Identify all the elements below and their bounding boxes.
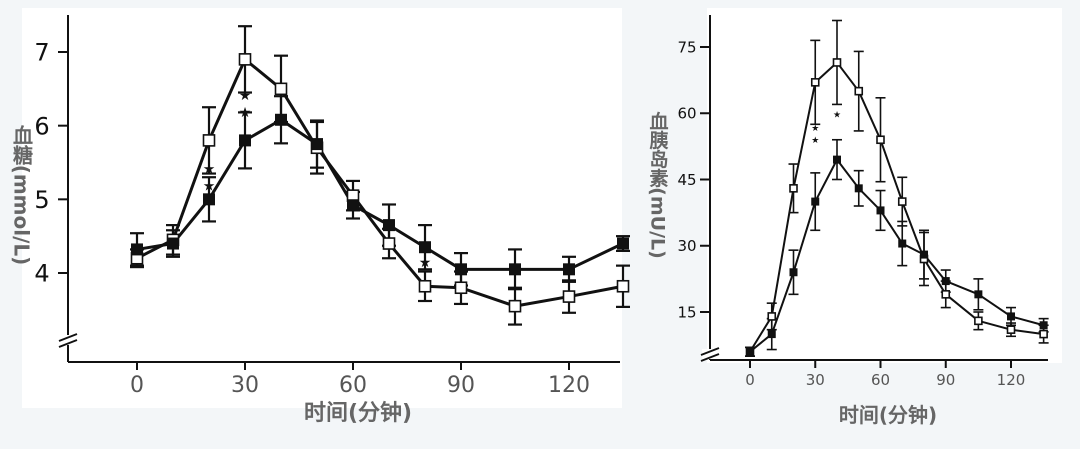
data-point-filled-square bbox=[746, 347, 754, 356]
data-point-open-square bbox=[767, 312, 777, 321]
data-point-filled-square bbox=[617, 237, 629, 250]
data-point-open-square bbox=[418, 279, 432, 293]
data-point-filled-square bbox=[383, 219, 395, 232]
data-point-filled-square bbox=[920, 250, 928, 259]
data-point-filled-square bbox=[767, 330, 776, 339]
axis-break-mark bbox=[700, 347, 720, 356]
data-point-open-square bbox=[202, 134, 216, 147]
x-tick-label: 60 bbox=[339, 373, 367, 398]
x-tick-label: 30 bbox=[806, 371, 825, 389]
significance-star: ★ bbox=[239, 105, 252, 121]
plot-background bbox=[707, 8, 1062, 363]
x-tick-label: 0 bbox=[130, 373, 144, 398]
data-point-filled-square bbox=[509, 263, 521, 276]
x-tick-label: 90 bbox=[447, 373, 475, 398]
data-point-filled-square bbox=[347, 199, 359, 212]
y-tick-label: 4 bbox=[34, 260, 49, 288]
data-point-filled-square bbox=[833, 155, 841, 164]
data-point-open-square bbox=[1006, 325, 1016, 334]
y-tick-label: 5 bbox=[34, 186, 49, 214]
significance-star: ★ bbox=[203, 179, 216, 195]
data-point-filled-square bbox=[1039, 321, 1048, 330]
x-axis-label: 时间(分钟) bbox=[304, 400, 412, 426]
y-tick-label: 6 bbox=[34, 112, 49, 140]
axis-break-gap bbox=[60, 335, 76, 345]
data-point-filled-square bbox=[941, 277, 950, 286]
axis-break-mark bbox=[58, 339, 78, 348]
data-point-open-square bbox=[238, 53, 252, 66]
data-point-filled-square bbox=[455, 263, 467, 276]
data-point-filled-square bbox=[167, 237, 179, 250]
axis-break-mark bbox=[700, 353, 720, 362]
y-axis-label: 血胰岛素(mU/L) bbox=[647, 110, 670, 259]
data-point-open-square bbox=[854, 86, 864, 96]
data-point-filled-square bbox=[131, 243, 143, 256]
data-point-open-square bbox=[562, 290, 576, 303]
x-tick-label: 30 bbox=[231, 373, 259, 398]
data-point-open-square bbox=[274, 82, 288, 96]
y-tick-label: 30 bbox=[677, 237, 696, 255]
x-axis-label: 时间(分钟) bbox=[839, 403, 937, 427]
data-point-open-square bbox=[382, 237, 396, 250]
axis-break-mark bbox=[58, 333, 78, 342]
data-point-filled-square bbox=[311, 138, 323, 151]
x-tick-label: 120 bbox=[548, 373, 590, 398]
data-point-open-square bbox=[897, 197, 907, 206]
data-point-open-square bbox=[508, 299, 522, 313]
data-point-filled-square bbox=[876, 206, 885, 215]
significance-star: ★ bbox=[833, 111, 841, 121]
data-point-open-square bbox=[810, 78, 820, 87]
y-tick-label: 7 bbox=[34, 39, 49, 67]
data-point-filled-square bbox=[811, 197, 820, 206]
data-point-open-square bbox=[974, 316, 983, 326]
x-tick-label: 60 bbox=[871, 371, 890, 389]
data-point-filled-square bbox=[974, 290, 983, 299]
y-tick-label: 45 bbox=[677, 171, 696, 189]
data-point-open-square bbox=[876, 135, 885, 145]
significance-star: ★ bbox=[811, 124, 819, 134]
data-point-filled-square bbox=[898, 239, 907, 248]
significance-star: ★ bbox=[811, 136, 819, 146]
significance-star: ★ bbox=[203, 162, 216, 178]
y-axis-label: 血糖(mmol/L) bbox=[10, 123, 34, 265]
data-point-open-square bbox=[454, 281, 468, 295]
x-tick-label: 120 bbox=[997, 371, 1026, 389]
data-point-filled-square bbox=[275, 113, 287, 126]
data-point-filled-square bbox=[854, 184, 863, 193]
data-point-filled-square bbox=[1007, 312, 1015, 321]
y-tick-label: 75 bbox=[677, 38, 696, 56]
data-point-open-square bbox=[832, 58, 842, 67]
data-point-open-square bbox=[941, 290, 951, 299]
data-point-filled-square bbox=[419, 241, 431, 254]
y-tick-label: 60 bbox=[677, 105, 696, 123]
data-point-open-square bbox=[1039, 329, 1048, 339]
data-point-open-square bbox=[616, 279, 630, 293]
axis-break-gap bbox=[702, 349, 718, 359]
data-point-filled-square bbox=[239, 134, 251, 147]
significance-star: ★ bbox=[419, 255, 432, 271]
data-point-filled-square bbox=[203, 193, 215, 206]
y-tick-label: 15 bbox=[677, 303, 696, 321]
plot-background bbox=[22, 8, 622, 408]
significance-star: ★ bbox=[239, 88, 252, 104]
data-point-filled-square bbox=[789, 268, 798, 277]
x-tick-label: 90 bbox=[936, 371, 955, 389]
data-point-open-square bbox=[789, 184, 798, 193]
insulin-chart: 0 30 60 90 120 15 30 45 60 75 时间(分钟) 血胰岛素(mU/L) ★ ★ ★ bbox=[647, 8, 1062, 427]
x-tick-label: 0 bbox=[745, 371, 755, 389]
data-point-filled-square bbox=[563, 263, 575, 276]
